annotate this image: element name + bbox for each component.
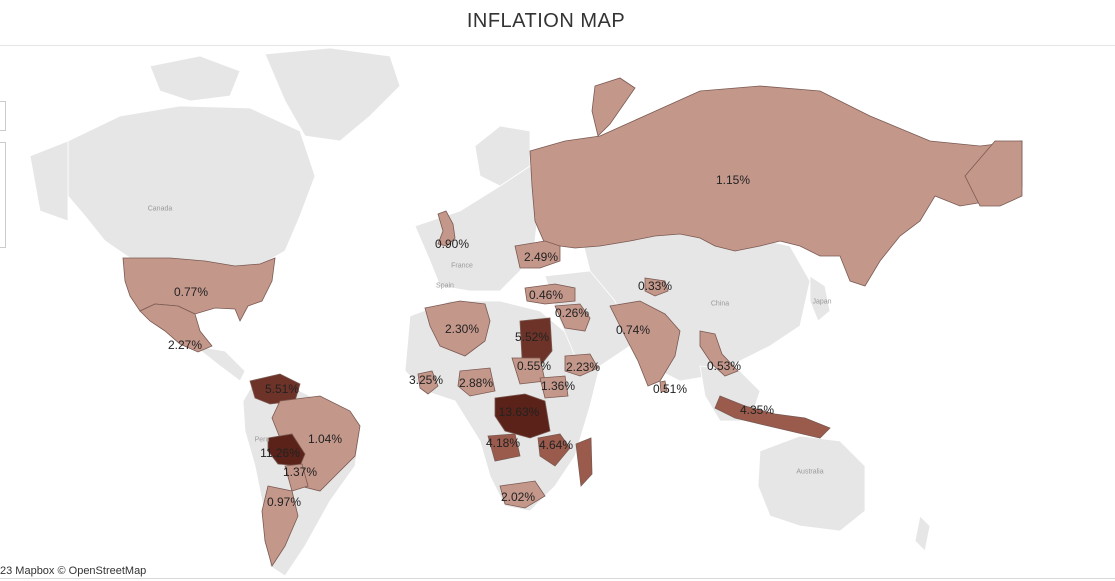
base-label-australia: Australia [796,468,824,476]
kamchatka-region[interactable] [964,140,1023,207]
base-label-peru: Peru [254,436,270,444]
region-label: 0.26% [554,306,590,320]
region-label: 0.90% [434,237,470,251]
drc-region[interactable] [494,393,551,439]
data-regions [122,77,1023,567]
angola-region[interactable] [487,433,521,462]
central-america-land [193,345,246,382]
map-title: INFLATION MAP [466,10,626,32]
region-label: 2.23% [565,360,601,374]
mozambique-region[interactable] [537,433,571,467]
region-label: 2.88% [458,376,494,390]
mexico-region[interactable] [139,303,213,353]
argentina-region[interactable] [261,485,299,567]
region-label: 2.30% [444,322,480,336]
region-label: 0.46% [528,288,564,302]
region-label: 4.35% [739,403,775,417]
region-label: 5.51% [264,382,300,396]
region-label: 0.74% [615,323,651,337]
japan-land [809,275,831,322]
nz-land [914,515,931,552]
guinea-region[interactable] [417,370,439,395]
title-divider [0,45,1115,46]
region-label: 0.97% [266,495,302,509]
region-label: 0.33% [637,279,673,293]
region-label: 0.51% [652,382,688,396]
world-map[interactable] [0,46,1115,578]
base-label-japan: Japan [812,298,832,306]
sri-lanka-region[interactable] [659,380,668,393]
greenland-land [264,47,401,142]
paraguay-region[interactable] [284,463,309,492]
base-label-china: China [710,300,730,308]
canada-land [67,105,316,272]
region-label: 1.36% [540,379,576,393]
uzbekistan-region[interactable] [644,277,669,297]
region-label: 1.04% [307,432,343,446]
region-label: 0.55% [516,359,552,373]
india-region[interactable] [609,300,681,387]
novaya-zemlya-region[interactable] [591,77,636,137]
region-label: 4.18% [485,436,521,450]
canada-islands-land [149,55,241,102]
asia-land [579,220,811,382]
south-sudan-region[interactable] [539,375,569,399]
myanmar-region[interactable] [699,330,739,377]
ukraine-region[interactable] [514,240,561,269]
region-label: 2.27% [167,338,203,352]
turkey-region[interactable] [524,283,576,305]
russia-region[interactable] [529,85,1023,287]
uk-region[interactable] [437,210,456,247]
sudan-region[interactable] [519,317,553,367]
region-label: 2.49% [523,250,559,264]
region-label: 1.37% [282,465,318,479]
iran-region[interactable] [554,303,591,332]
south-africa-region[interactable] [499,480,546,509]
zoom-control[interactable] [0,101,6,131]
bottom-divider [0,578,1115,579]
map-attribution[interactable]: 23 Mapbox © OpenStreetMap [0,565,147,577]
australia-land [757,435,866,532]
madagascar-region[interactable] [575,437,593,487]
region-label: 5.52% [514,330,550,344]
base-label-france: France [451,262,473,270]
alaska-land [29,140,69,222]
region-label: 1.15% [715,173,751,187]
region-label: 3.25% [408,373,444,387]
ethiopia-region[interactable] [564,353,599,377]
region-label: 0.77% [173,285,209,299]
base-label-canada: Canada [147,205,173,213]
region-label: 4.64% [538,438,574,452]
region-label: 0.53% [706,359,742,373]
region-label: 13.63% [498,405,540,419]
europe-land [414,165,541,292]
algeria-region[interactable] [424,300,491,357]
region-label: 11.26% [260,446,300,460]
nigeria-region[interactable] [457,367,496,397]
base-label-spain: Spain [436,282,454,290]
region-label: 2.02% [500,490,536,504]
scandinavia-land [474,125,531,187]
indonesia-region[interactable] [714,395,831,439]
map-toolbar[interactable] [0,142,6,248]
map-area[interactable]: Canada France Spain China Japan Peru Aus… [0,46,1115,578]
